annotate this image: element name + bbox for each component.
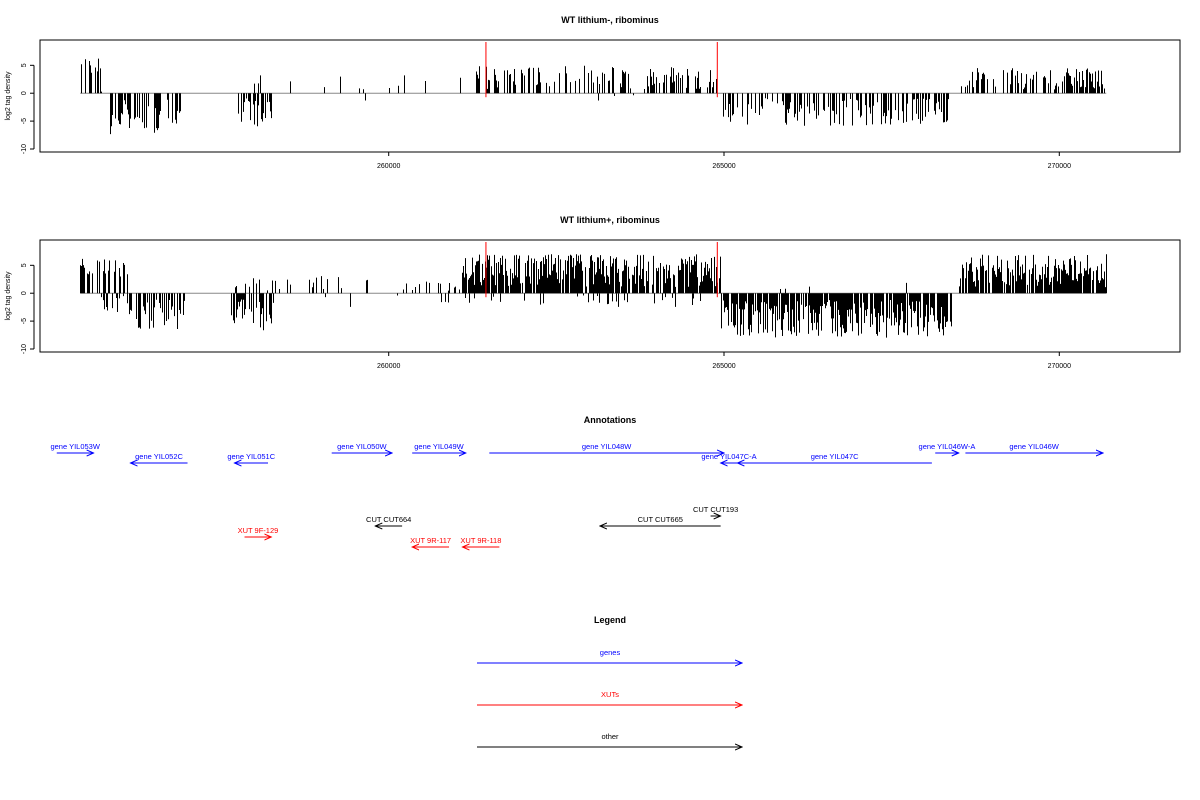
- panel-2-x-axis: 260000 265000 270000: [377, 351, 1071, 370]
- x-tick-label: 265000: [712, 163, 735, 170]
- legend-section: Legend genes XUTs other: [477, 615, 742, 747]
- annotation-label: XUT 9R-117: [410, 536, 451, 545]
- panel-2-ylabel: log2 tag density: [5, 271, 12, 321]
- legend-title: Legend: [594, 615, 626, 625]
- annotation-gene: gene YIL047C: [737, 452, 932, 463]
- y-tick-label: -5: [21, 318, 28, 324]
- annotation-label: XUT 9R-118: [460, 536, 501, 545]
- x-tick-label: 270000: [1048, 163, 1071, 170]
- y-tick-label: 0: [21, 291, 28, 295]
- annotation-label: gene YIL048W: [582, 442, 632, 451]
- legend-entry-xut: XUTs: [477, 690, 742, 705]
- annotation-gene: gene YIL050W: [331, 442, 392, 453]
- x-tick-label: 270000: [1048, 363, 1071, 370]
- annotation-other: CUT CUT665: [600, 515, 721, 526]
- annotation-gene: gene YIL046W: [965, 442, 1102, 453]
- panel-2-y-axis: -10 -5 0 5: [21, 263, 35, 354]
- annotation-gene: gene YIL046W-A: [919, 442, 976, 453]
- annotation-gene: gene YIL048W: [489, 442, 724, 453]
- annotation-gene: gene YIL052C: [131, 452, 188, 463]
- panel-1-y-axis: -10 -5 0 5: [21, 63, 35, 154]
- annotation-features: gene YIL053W gene YIL052C gene YIL051C gene…: [50, 442, 1102, 547]
- annotation-label: gene YIL047C-A: [701, 452, 756, 461]
- annotation-gene: gene YIL047C-A: [701, 452, 757, 463]
- legend-label: XUTs: [601, 690, 619, 699]
- legend-entries: genes XUTs other: [477, 648, 742, 747]
- legend-entry-other: other: [477, 732, 742, 747]
- annotation-label: gene YIL046W-A: [919, 442, 976, 451]
- x-tick-label: 260000: [377, 363, 400, 370]
- annotation-gene: gene YIL051C: [227, 452, 276, 463]
- annotation-xut: XUT 9R-117: [410, 536, 451, 547]
- panel-1-ylabel: log2 tag density: [5, 71, 12, 121]
- annotation-label: gene YIL050W: [337, 442, 387, 451]
- y-tick-label: 5: [21, 63, 28, 67]
- annotation-xut: XUT 9F-129: [238, 526, 279, 537]
- annotation-label: CUT CUT664: [366, 515, 411, 524]
- annotation-gene: gene YIL053W: [50, 442, 101, 453]
- annotation-label: gene YIL052C: [135, 452, 183, 461]
- panel-1-signal-bars: [80, 58, 1107, 135]
- annotation-other: CUT CUT664: [366, 515, 411, 526]
- annotation-other: CUT CUT193: [693, 505, 738, 516]
- panel-1-title: WT lithium-, ribominus: [561, 15, 659, 25]
- panel-2-title: WT lithium+, ribominus: [560, 215, 660, 225]
- y-tick-label: -10: [21, 344, 28, 354]
- panel-1-markers: [485, 42, 718, 98]
- track-panel-2: WT lithium+, ribominus log2 tag density …: [5, 215, 1181, 370]
- y-tick-label: 0: [21, 91, 28, 95]
- panel-2-markers: [485, 242, 718, 298]
- legend-label: other: [601, 732, 619, 741]
- panel-1-frame: [39, 39, 1181, 153]
- y-tick-label: -5: [21, 118, 28, 124]
- annotation-label: XUT 9F-129: [238, 526, 279, 535]
- legend-label: genes: [600, 648, 621, 657]
- x-tick-label: 260000: [377, 163, 400, 170]
- annotation-label: CUT CUT665: [638, 515, 683, 524]
- track-panel-1: WT lithium-, ribominus log2 tag density …: [5, 15, 1181, 170]
- annotation-gene: gene YIL049W: [412, 442, 466, 453]
- annotations-title: Annotations: [584, 415, 637, 425]
- y-tick-label: 5: [21, 263, 28, 267]
- annotation-label: CUT CUT193: [693, 505, 738, 514]
- y-tick-label: -10: [21, 144, 28, 154]
- annotation-label: gene YIL051C: [227, 452, 275, 461]
- annotation-label: gene YIL049W: [414, 442, 464, 451]
- annotation-label: gene YIL046W: [1009, 442, 1059, 451]
- annotation-xut: XUT 9R-118: [460, 536, 501, 547]
- panel-2-signal-bars: [80, 254, 1107, 338]
- legend-entry-gene: genes: [477, 648, 742, 663]
- annotation-label: gene YIL047C: [811, 452, 859, 461]
- x-tick-label: 265000: [712, 363, 735, 370]
- panel-1-x-axis: 260000 265000 270000: [377, 151, 1071, 170]
- annotation-label: gene YIL053W: [50, 442, 100, 451]
